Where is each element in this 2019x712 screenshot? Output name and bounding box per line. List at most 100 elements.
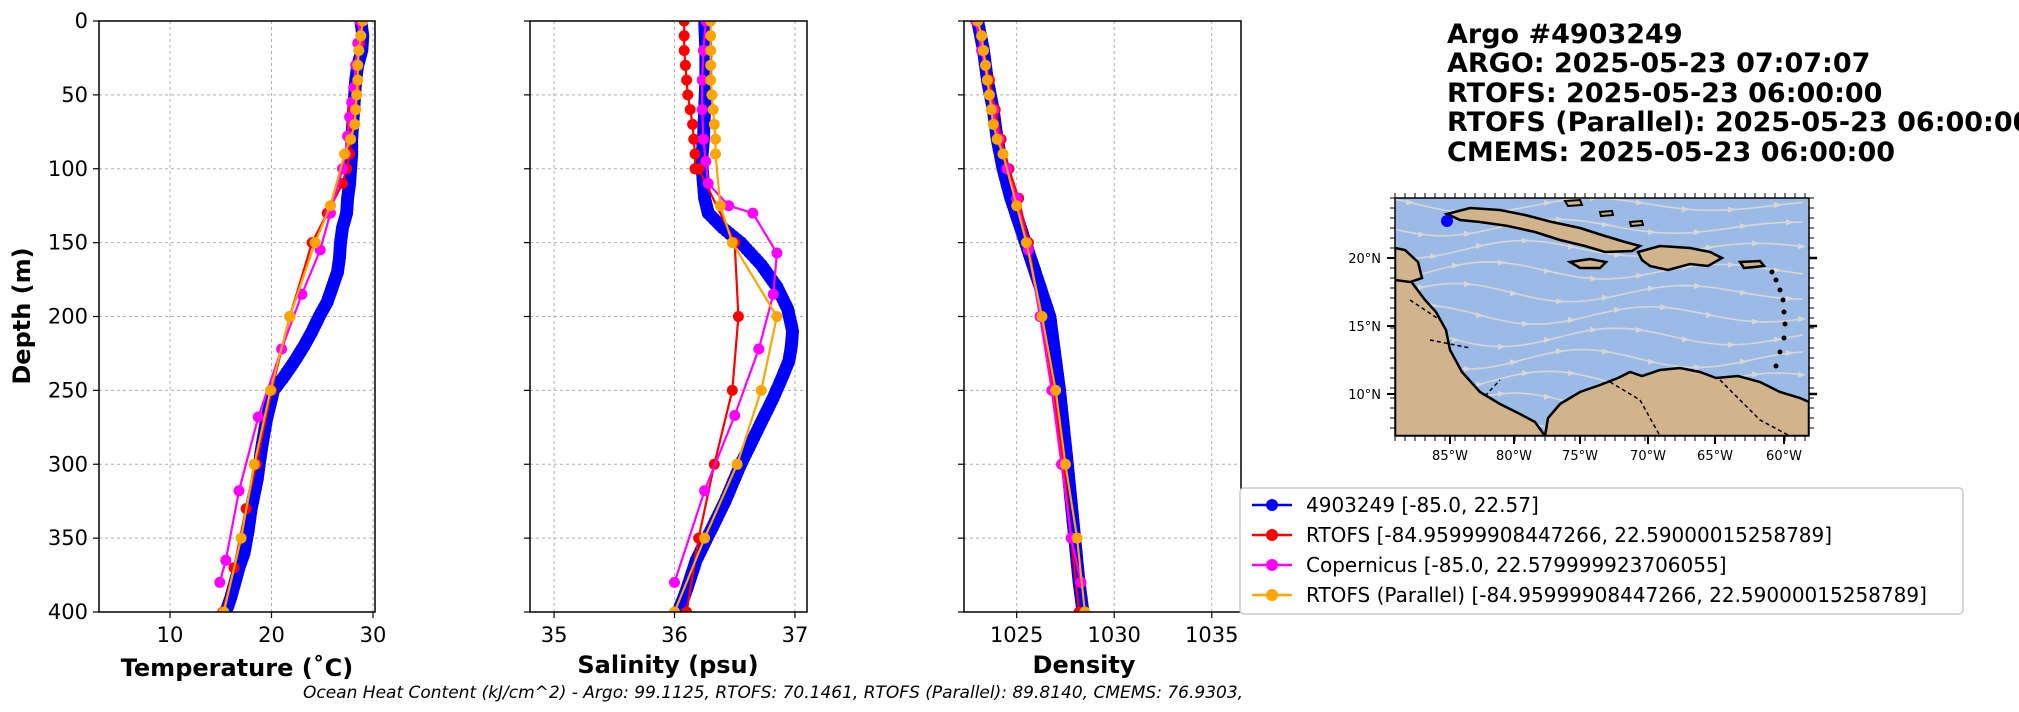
y-tick-label: 300	[48, 452, 88, 476]
map-land-cuba	[1443, 206, 1644, 254]
data-point	[1011, 200, 1023, 212]
density-xticks: 1025 1030 1035	[990, 612, 1238, 647]
data-point	[351, 89, 363, 101]
streamline-arrow	[1728, 261, 1736, 268]
y-tick-label: 400	[48, 600, 88, 624]
x-tick-label: 37	[782, 623, 809, 647]
streamline-arrow	[1544, 268, 1552, 275]
streamline-arrow	[1752, 240, 1760, 247]
salinity-xlabel: Salinity (psu)	[577, 651, 758, 679]
map-land-lesser-antilles	[1769, 269, 1788, 369]
streamline-arrow	[1590, 198, 1598, 202]
data-point	[233, 485, 245, 497]
data-point	[355, 30, 367, 42]
streamline-arrow	[1590, 326, 1598, 333]
inset-map: 85°W 80°W 75°W 70°W 65°W 60°W 20°N 15°N 10°N	[1348, 193, 1817, 464]
data-point	[991, 133, 1003, 145]
streamline-arrow	[1740, 223, 1748, 230]
streamline-arrow	[1728, 206, 1736, 213]
y-tick-label: 0	[75, 9, 88, 33]
streamline-arrow	[1522, 237, 1530, 244]
streamline-arrow	[1694, 229, 1702, 236]
legend-label: RTOFS (Parallel) [-84.95999908447266, 22…	[1306, 583, 1927, 607]
streamline-arrow	[1636, 199, 1644, 206]
streamline-arrow	[1418, 284, 1426, 291]
data-point	[714, 200, 726, 212]
data-point	[972, 21, 984, 27]
streamline	[1395, 239, 1804, 260]
streamline-arrow	[1752, 371, 1760, 378]
streamline-arrow	[1694, 364, 1702, 371]
series-1	[678, 21, 744, 612]
data-point	[705, 30, 717, 42]
series-3	[669, 21, 783, 612]
depth-ylabel: Depth (m)	[8, 247, 36, 384]
streamline-arrow	[1522, 370, 1530, 377]
series-2	[214, 21, 366, 588]
data-point	[696, 74, 708, 86]
map-lat-label: 20°N	[1348, 252, 1381, 267]
streamline-arrow	[1682, 336, 1690, 343]
data-point	[699, 485, 711, 497]
streamline-arrow	[1498, 343, 1506, 350]
streamline-arrow	[1430, 253, 1438, 260]
data-point	[284, 311, 296, 322]
map-land-jamaica	[1566, 257, 1609, 270]
streamline-arrow	[1522, 320, 1530, 327]
streamline-arrow	[1786, 350, 1794, 357]
legend: 4903249 [-85.0, 22.57] RTOFS [-84.9599990…	[1239, 487, 1964, 615]
streamline	[1395, 282, 1804, 303]
y-tick-label: 250	[48, 378, 88, 402]
density-plot-area	[970, 21, 1091, 612]
x-tick-label: 20	[258, 623, 285, 647]
streamline-arrow	[1406, 199, 1414, 206]
argo-float-marker	[1441, 215, 1453, 227]
data-point	[710, 133, 721, 145]
streamline-arrow	[1682, 206, 1690, 213]
data-point	[997, 148, 1009, 160]
streamline-arrow	[1602, 348, 1610, 355]
streamline-arrow	[1636, 326, 1644, 333]
data-point	[700, 155, 712, 167]
streamline-arrow	[1590, 275, 1598, 282]
data-point	[1071, 532, 1083, 544]
data-point	[681, 74, 693, 86]
data-point	[252, 411, 264, 423]
data-point	[980, 59, 991, 71]
streamline-arrow	[1568, 370, 1576, 377]
streamline-arrow	[1752, 318, 1760, 325]
data-point	[771, 311, 783, 322]
temperature-grid	[99, 20, 375, 613]
data-point	[726, 384, 738, 396]
map-frame	[1394, 197, 1810, 437]
map-lon-label: 80°W	[1496, 449, 1532, 464]
data-point	[669, 576, 680, 588]
data-point	[345, 133, 357, 145]
streamline-arrow	[1728, 341, 1736, 348]
y-tick-label: 100	[48, 157, 88, 181]
streamline-arrow	[1556, 216, 1564, 223]
streamline-arrow	[1774, 336, 1782, 343]
salinity-grid	[530, 20, 807, 613]
data-point	[1050, 384, 1062, 396]
data-point	[753, 343, 765, 355]
data-point	[689, 148, 701, 160]
streamline-arrow	[1556, 298, 1564, 305]
data-point	[684, 104, 696, 116]
data-point	[214, 576, 226, 588]
legend-marker	[1266, 589, 1278, 601]
legend-marker	[1266, 529, 1278, 541]
data-point	[324, 200, 336, 212]
series-3	[972, 21, 1091, 612]
streamline-arrow	[1568, 317, 1576, 324]
data-point	[339, 148, 351, 160]
streamline-arrow	[1636, 272, 1644, 279]
data-point	[723, 200, 735, 212]
data-point	[678, 21, 690, 27]
x-tick-label: 1030	[1087, 623, 1140, 647]
data-point	[353, 45, 365, 56]
map-lon-label: 75°W	[1562, 449, 1598, 464]
map-lat-label: 10°N	[1348, 388, 1381, 403]
data-point	[309, 237, 321, 249]
